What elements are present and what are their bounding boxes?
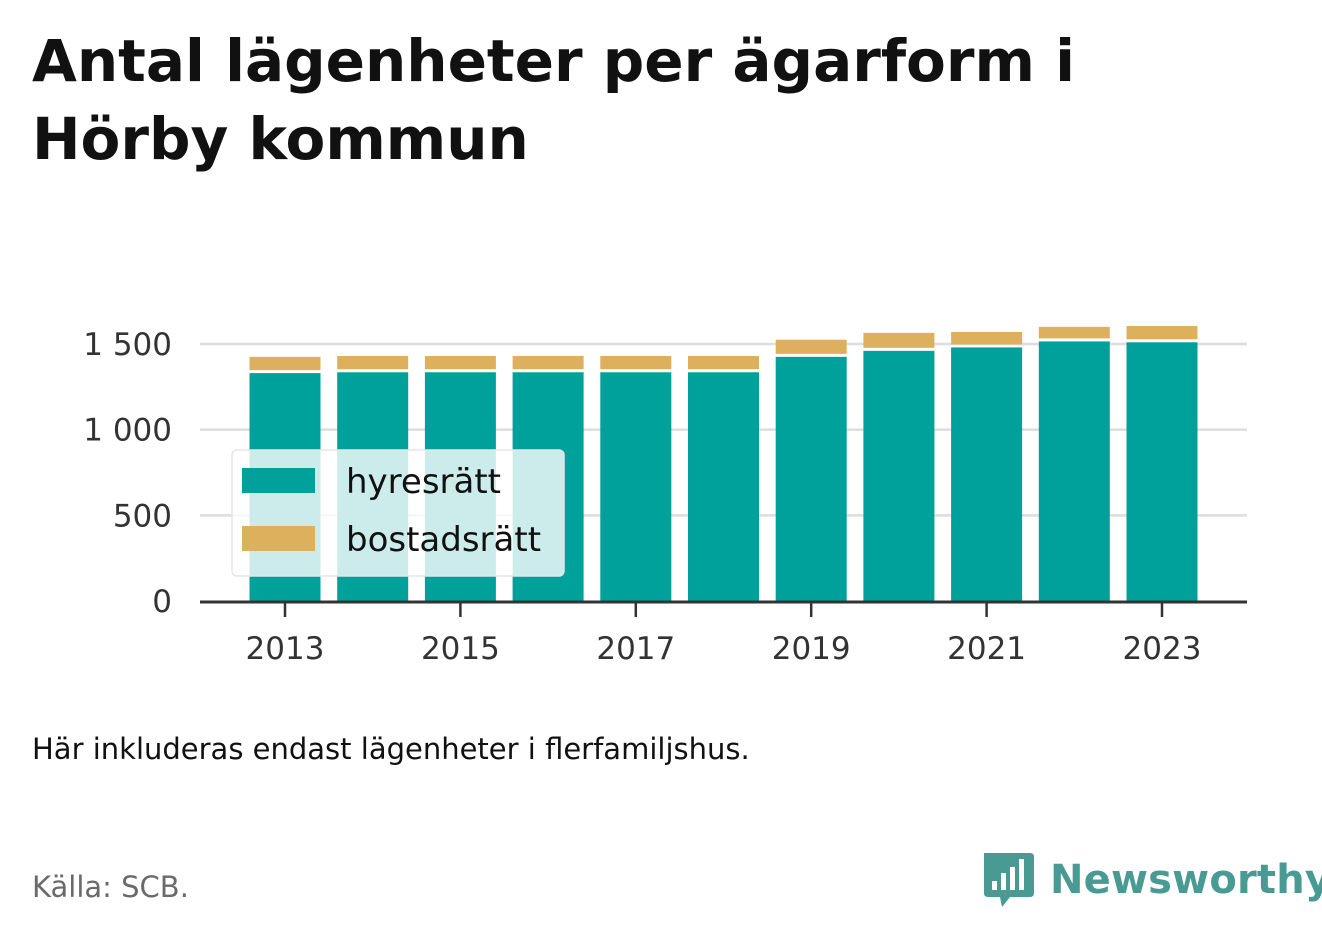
x-tick-label-2023: 2023 xyxy=(1123,631,1202,667)
bar-hyresratt-2019 xyxy=(775,356,847,601)
bar-bostadsratt-2022 xyxy=(1038,326,1110,339)
bar-hyresratt-2021 xyxy=(951,347,1023,601)
bar-bostadsratt-2014 xyxy=(337,355,409,370)
legend-swatch-bostadsratt xyxy=(242,526,315,551)
bar-bostadsratt-2023 xyxy=(1126,326,1198,340)
legend-label-bostadsratt: bostadsrätt xyxy=(346,520,541,560)
bar-hyresratt-2018 xyxy=(688,372,759,601)
bar-bostadsratt-2019 xyxy=(775,339,847,354)
bar-bostadsratt-2018 xyxy=(688,355,759,370)
y-tick-label-3: 1 500 xyxy=(83,327,172,363)
bar-bostadsratt-2016 xyxy=(512,355,584,370)
brand-logo: Newsworthy xyxy=(980,848,1322,912)
bar-bostadsratt-2017 xyxy=(600,355,672,370)
x-tick-label-2021: 2021 xyxy=(947,631,1026,667)
y-tick-label-1: 500 xyxy=(113,498,172,534)
chart-title: Antal lägenheter per ägarform i Hörby ko… xyxy=(32,27,1076,173)
legend-swatch-hyresratt xyxy=(242,468,315,493)
bar-hyresratt-2022 xyxy=(1038,341,1110,601)
y-tick-label-2: 1 000 xyxy=(83,413,172,449)
x-tick-label-2017: 2017 xyxy=(596,631,675,667)
y-axis-ticks: 0 500 1 000 1 500 xyxy=(83,327,172,620)
y-tick-label-0: 0 xyxy=(152,584,172,620)
bar-hyresratt-2023 xyxy=(1126,342,1198,601)
x-tick-label-2019: 2019 xyxy=(772,631,851,667)
x-tick-label-2015: 2015 xyxy=(421,631,500,667)
brand-name: Newsworthy xyxy=(1050,857,1322,903)
legend: hyresrätt bostadsrätt xyxy=(231,449,565,577)
source-credit: Källa: SCB. xyxy=(32,870,189,904)
bar-bostadsratt-2020 xyxy=(863,332,935,348)
x-axis-ticks: 2013 2015 2017 2019 2021 2023 xyxy=(246,603,1202,667)
legend-label-hyresratt: hyresrätt xyxy=(346,462,501,502)
newsworthy-logo-icon xyxy=(984,853,1034,907)
bar-bostadsratt-2013 xyxy=(249,356,321,371)
bar-bostadsratt-2015 xyxy=(424,355,496,370)
x-tick-label-2013: 2013 xyxy=(246,631,325,667)
bar-bostadsratt-2021 xyxy=(951,332,1023,345)
bar-hyresratt-2020 xyxy=(863,350,935,601)
chart-note: Här inkluderas endast lägenheter i flerf… xyxy=(32,732,750,766)
bar-hyresratt-2017 xyxy=(600,372,672,601)
